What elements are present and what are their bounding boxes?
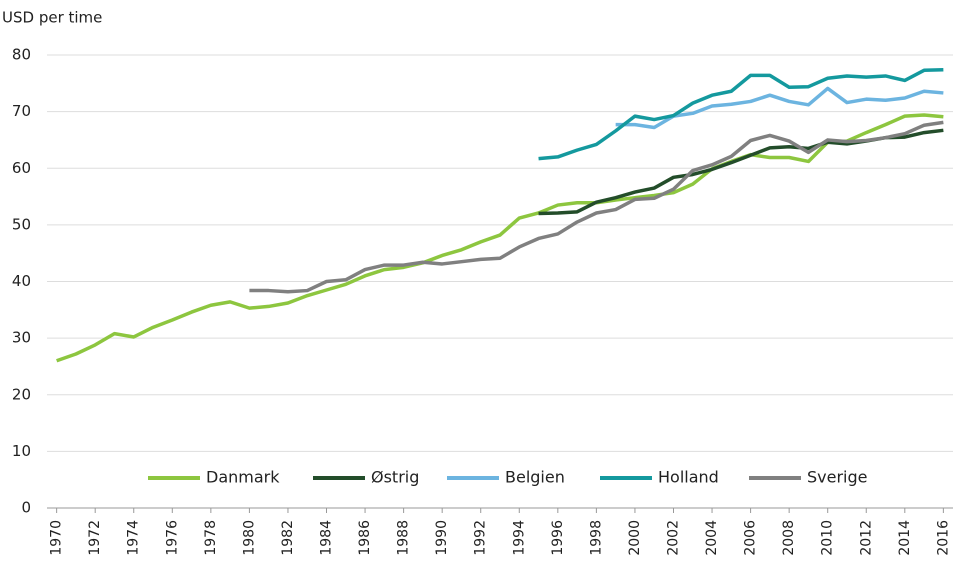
legend-label: Danmark: [206, 468, 280, 487]
x-tick-label: 2008: [781, 520, 797, 556]
x-tick-label: 2016: [935, 520, 951, 556]
x-tick-label: 1998: [588, 520, 604, 556]
x-tick-label: 2000: [627, 520, 643, 556]
x-tick-label: 1994: [511, 520, 527, 556]
x-tick-label: 1996: [550, 520, 566, 556]
y-tick-label: 0: [21, 499, 31, 517]
x-tick-label: 1982: [280, 520, 296, 556]
series-line: [538, 67, 944, 161]
x-tick-label: 2014: [897, 520, 913, 556]
x-tick-label: 1988: [396, 520, 412, 556]
y-tick-label: 30: [12, 329, 31, 347]
x-tick-label: 2012: [858, 520, 874, 556]
y-tick-label: 50: [12, 215, 31, 233]
legend-label: Belgien: [505, 468, 565, 487]
x-tick-label: 2002: [665, 520, 681, 556]
x-tick-label: 2010: [820, 520, 836, 556]
x-tick-label: 1980: [241, 520, 257, 556]
x-tick-label: 1974: [126, 520, 142, 556]
series-line: [615, 86, 944, 130]
series-line: [249, 120, 944, 294]
y-tick-label: 80: [12, 46, 31, 64]
x-tick-label: 1992: [473, 520, 489, 556]
y-tick-label: 40: [12, 272, 31, 290]
y-axis-label: USD per time: [2, 9, 102, 27]
y-tick-label: 10: [12, 442, 31, 460]
y-tick-label: 70: [12, 102, 31, 120]
legend-label: Sverige: [807, 468, 868, 487]
legend-label: Holland: [658, 468, 719, 487]
x-tick-label: 2006: [743, 520, 759, 556]
y-tick-label: 60: [12, 159, 31, 177]
x-tick-label: 2004: [704, 520, 720, 556]
x-tick-label: 1990: [434, 520, 450, 556]
x-tick-label: 1978: [203, 520, 219, 556]
x-tick-label: 1972: [87, 520, 103, 556]
legend-label: Østrig: [371, 468, 419, 487]
x-tick-label: 1976: [164, 520, 180, 556]
x-tick-label: 1970: [49, 520, 65, 556]
y-tick-label: 20: [12, 385, 31, 403]
x-tick-label: 1986: [357, 520, 373, 556]
x-tick-label: 1984: [319, 520, 335, 556]
series-line: [56, 113, 944, 363]
